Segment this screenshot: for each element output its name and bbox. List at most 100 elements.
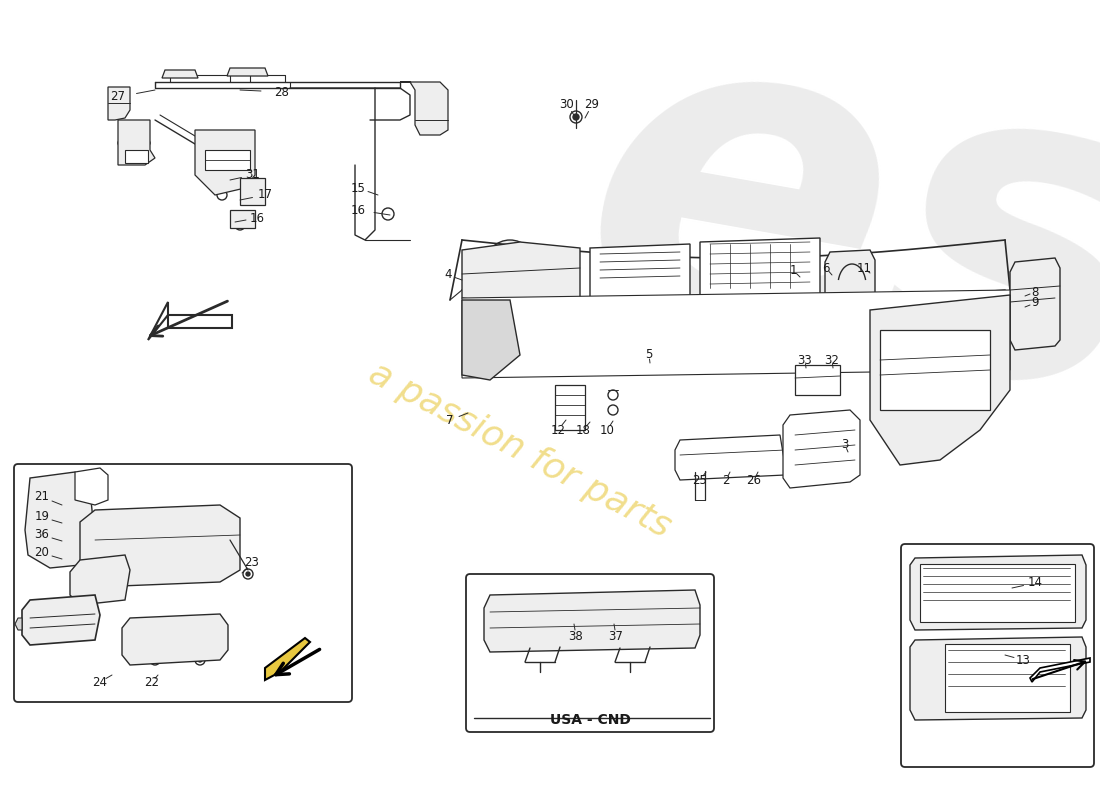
Polygon shape bbox=[118, 120, 155, 165]
Text: 13: 13 bbox=[1015, 654, 1031, 666]
Text: 3: 3 bbox=[842, 438, 849, 451]
Text: 12: 12 bbox=[550, 423, 565, 437]
Circle shape bbox=[118, 139, 127, 147]
FancyBboxPatch shape bbox=[14, 464, 352, 702]
Polygon shape bbox=[462, 290, 1010, 378]
Text: 18: 18 bbox=[575, 423, 591, 437]
Text: 31: 31 bbox=[245, 169, 261, 182]
Text: 21: 21 bbox=[34, 490, 50, 503]
Text: 16: 16 bbox=[250, 211, 264, 225]
Polygon shape bbox=[205, 150, 250, 170]
Text: 28: 28 bbox=[275, 86, 289, 98]
Text: 10: 10 bbox=[600, 423, 615, 437]
Bar bbox=[880, 330, 990, 410]
Circle shape bbox=[198, 658, 202, 662]
Text: 17: 17 bbox=[257, 189, 273, 202]
Polygon shape bbox=[195, 130, 255, 195]
Circle shape bbox=[608, 405, 618, 415]
Circle shape bbox=[144, 140, 150, 146]
Polygon shape bbox=[675, 435, 785, 480]
Text: 30: 30 bbox=[560, 98, 574, 111]
Circle shape bbox=[114, 92, 124, 102]
Circle shape bbox=[422, 102, 435, 114]
Bar bbox=[920, 564, 1075, 622]
Text: 9: 9 bbox=[1032, 297, 1038, 310]
Polygon shape bbox=[700, 238, 820, 310]
Polygon shape bbox=[122, 614, 228, 665]
FancyBboxPatch shape bbox=[901, 544, 1094, 767]
Polygon shape bbox=[400, 82, 448, 135]
Text: 4: 4 bbox=[444, 269, 452, 282]
Polygon shape bbox=[227, 68, 268, 76]
Bar bbox=[556, 385, 585, 430]
Circle shape bbox=[382, 208, 394, 220]
Text: USA - CND: USA - CND bbox=[550, 713, 630, 727]
Text: 26: 26 bbox=[747, 474, 761, 486]
Text: 24: 24 bbox=[92, 675, 108, 689]
Text: 2: 2 bbox=[723, 474, 729, 486]
Circle shape bbox=[140, 533, 170, 563]
Circle shape bbox=[922, 662, 934, 674]
Text: 19: 19 bbox=[34, 510, 50, 523]
Circle shape bbox=[85, 488, 95, 498]
Polygon shape bbox=[230, 210, 255, 228]
Circle shape bbox=[167, 632, 183, 648]
Polygon shape bbox=[825, 250, 874, 318]
Circle shape bbox=[39, 488, 82, 532]
Circle shape bbox=[842, 275, 862, 295]
Polygon shape bbox=[910, 637, 1086, 720]
Circle shape bbox=[248, 188, 256, 196]
Circle shape bbox=[573, 114, 579, 120]
Polygon shape bbox=[783, 410, 860, 488]
Circle shape bbox=[922, 644, 934, 656]
Circle shape bbox=[235, 220, 245, 230]
Text: 27: 27 bbox=[110, 90, 125, 103]
Circle shape bbox=[570, 111, 582, 123]
Text: 33: 33 bbox=[798, 354, 813, 366]
Circle shape bbox=[190, 567, 200, 577]
Circle shape bbox=[246, 572, 250, 576]
Circle shape bbox=[47, 614, 63, 630]
Polygon shape bbox=[1030, 658, 1090, 682]
Circle shape bbox=[478, 328, 502, 352]
Polygon shape bbox=[108, 87, 130, 120]
Text: 20: 20 bbox=[34, 546, 50, 559]
Polygon shape bbox=[162, 70, 198, 78]
Text: 8: 8 bbox=[1032, 286, 1038, 298]
Text: es: es bbox=[554, 0, 1100, 491]
Polygon shape bbox=[25, 472, 95, 568]
Circle shape bbox=[485, 240, 535, 290]
Circle shape bbox=[153, 658, 157, 662]
Circle shape bbox=[125, 518, 185, 578]
Text: 36: 36 bbox=[34, 529, 50, 542]
Text: 14: 14 bbox=[1027, 577, 1043, 590]
Polygon shape bbox=[484, 590, 700, 652]
Polygon shape bbox=[265, 638, 310, 680]
Circle shape bbox=[150, 655, 160, 665]
Text: 22: 22 bbox=[144, 675, 159, 689]
Text: 5: 5 bbox=[646, 349, 652, 362]
Circle shape bbox=[155, 620, 195, 660]
Circle shape bbox=[243, 569, 253, 579]
Text: 11: 11 bbox=[857, 262, 871, 274]
Circle shape bbox=[217, 190, 227, 200]
Circle shape bbox=[114, 107, 124, 117]
Circle shape bbox=[815, 420, 825, 430]
Polygon shape bbox=[870, 295, 1010, 465]
Circle shape bbox=[608, 390, 618, 400]
Text: 25: 25 bbox=[693, 474, 707, 486]
Circle shape bbox=[195, 655, 205, 665]
Polygon shape bbox=[70, 555, 130, 605]
Circle shape bbox=[50, 500, 70, 520]
Text: 1: 1 bbox=[790, 263, 796, 277]
Polygon shape bbox=[1010, 258, 1060, 350]
Polygon shape bbox=[80, 505, 240, 587]
Text: 16: 16 bbox=[351, 203, 365, 217]
Text: 6: 6 bbox=[823, 262, 829, 274]
Polygon shape bbox=[240, 178, 265, 205]
Text: 32: 32 bbox=[825, 354, 839, 366]
Text: 38: 38 bbox=[569, 630, 583, 642]
Polygon shape bbox=[910, 555, 1086, 630]
Polygon shape bbox=[125, 150, 148, 163]
Polygon shape bbox=[462, 300, 520, 380]
